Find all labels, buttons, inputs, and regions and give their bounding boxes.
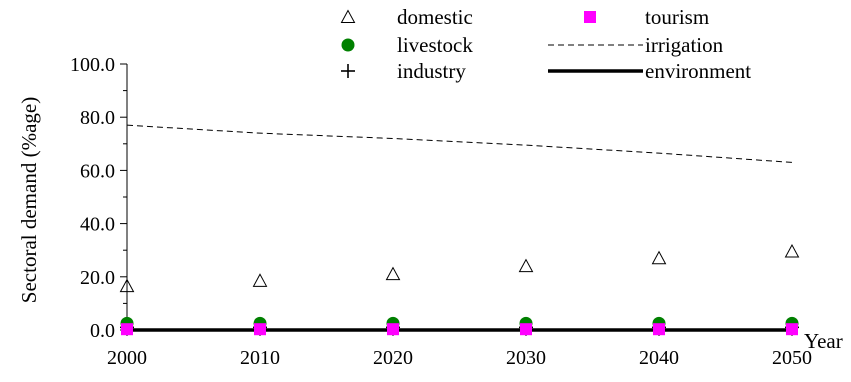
series-domestic-point [518,258,534,273]
series-tourism-point [121,323,133,336]
x-tick-label: 2000 [107,347,147,369]
legend-domestic-marker [340,9,356,24]
legend-industry-marker [341,64,355,78]
series-tourism-point [520,323,532,336]
legend-irrigation-label: irrigation [645,33,724,57]
legend-tourism-label: tourism [645,5,709,29]
y-axis-label: Sectoral demand (%age) [17,97,41,303]
x-axis-label: Year [804,329,843,353]
y-tick-label: 100.0 [70,54,115,76]
x-tick-label: 2040 [639,347,679,369]
legend-industry-label: industry [397,59,466,83]
series-tourism-point [254,323,266,336]
series-irrigation-line [126,124,793,163]
series-domestic-point [252,273,268,287]
x-tick-label: 2020 [373,347,413,369]
y-tick-label: 20.0 [80,267,115,289]
x-tick-label: 2010 [240,347,280,369]
x-tick-label: 2030 [506,347,546,369]
axes: 0.0 20.0 40.0 60.0 80.0 100.0 2000 2010 2020 2030… [70,54,812,369]
legend-environment-label: environment [645,59,751,83]
y-tick-label: 60.0 [80,160,115,182]
series-tourism-point [786,323,798,336]
y-tick-label: 80.0 [80,107,115,129]
y-tick-label: 40.0 [80,214,115,236]
x-tick-label: 2050 [772,347,812,369]
series-tourism-point [387,323,399,336]
legend-tourism-marker [584,11,596,23]
series-domestic-point [784,243,800,258]
series-domestic-point [119,278,135,293]
series-tourism-point [653,323,665,336]
series-domestic-point [651,250,667,265]
legend-livestock-marker [341,38,355,52]
y-tick-label: 0.0 [90,320,115,342]
series-domestic-point [385,266,401,281]
legend-domestic-label: domestic [397,5,473,29]
legend-livestock-label: livestock [397,33,473,57]
series-layer [119,124,800,336]
